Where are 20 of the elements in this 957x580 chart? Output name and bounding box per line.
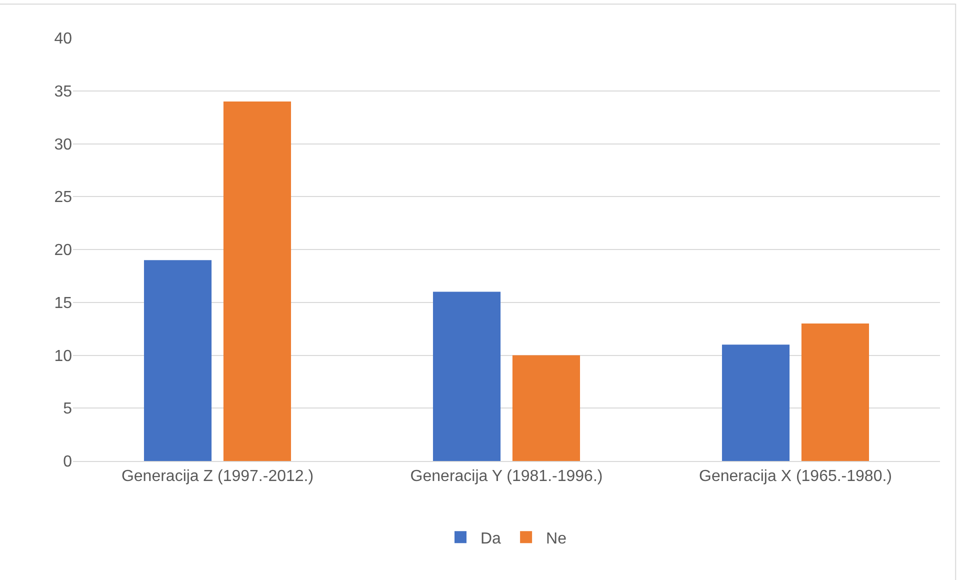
legend-label: Ne: [546, 530, 567, 548]
y-tick-label: 40: [54, 30, 72, 48]
bar: [432, 292, 501, 461]
y-tick-label: 10: [54, 348, 72, 365]
y-tick-label: 5: [63, 400, 72, 418]
x-tick-label: Generacija Z (1997.-2012.): [121, 468, 314, 486]
y-tick-label: 25: [54, 189, 72, 206]
bar: [144, 260, 212, 461]
y-tick-label: 30: [54, 136, 72, 154]
x-tick-label: Generacija Y (1981.-1996.): [410, 468, 603, 486]
y-tick-label: 0: [63, 454, 72, 471]
legend-label: Da: [480, 530, 502, 548]
x-tick-label: Generacija X (1965.-1980.): [699, 468, 892, 486]
bar: [722, 344, 790, 461]
y-tick-label: 35: [54, 83, 72, 100]
bar: [223, 101, 292, 461]
y-tick-label: 20: [54, 242, 72, 260]
bar: [512, 355, 580, 461]
y-tick-label: 15: [54, 294, 72, 312]
bar: [801, 324, 870, 461]
